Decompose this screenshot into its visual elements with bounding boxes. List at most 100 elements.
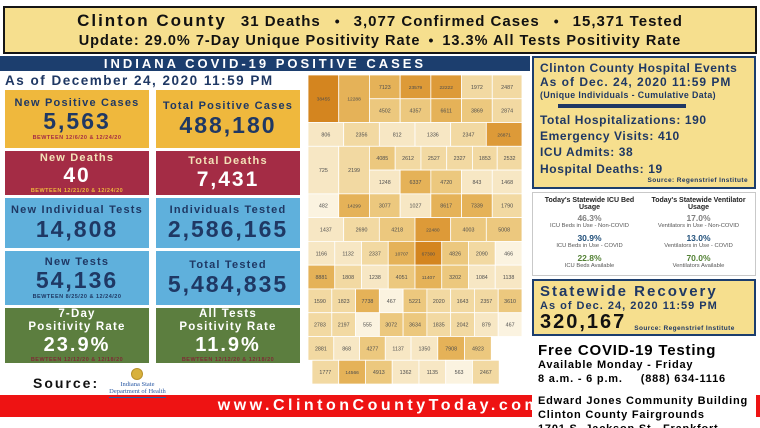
county-details-panel: Clinton County Hospital Events As of Dec…	[532, 56, 756, 428]
hospital-source: Source: Regenstrief Institute	[647, 176, 748, 184]
county-case-count: 2690	[356, 227, 368, 233]
isdh-logo-text: Indiana State Department of Health	[109, 381, 166, 398]
county-case-count: 4357	[410, 109, 422, 115]
recovery-title: Statewide Recovery	[540, 282, 718, 300]
testing-address-line: 1701 S. Jackson St., Frankfort	[538, 423, 750, 428]
county-case-count: 22222	[439, 85, 453, 91]
county-case-count: 2881	[315, 346, 327, 352]
county-case-count: 7908	[445, 346, 457, 352]
bullet-dot: •	[428, 32, 435, 48]
hospital-stat: ICU Admits: 38	[540, 145, 634, 160]
stat-card-new-deaths: New Deaths 40 BEWTEEN 12/21/20 & 12/24/2…	[5, 151, 149, 195]
county-cell	[307, 74, 340, 123]
vent-noncovid-pct: 17.0%	[686, 212, 711, 223]
county-case-count: 1437	[320, 227, 332, 233]
county-case-count: 6611	[440, 109, 451, 115]
banner-update-line: Update: 29.0% 7-Day Unique Positivity Ra…	[79, 32, 682, 49]
county-case-count: 1790	[501, 204, 513, 210]
county-case-count: 1468	[501, 180, 513, 186]
county-case-count: 1132	[342, 251, 353, 257]
divider	[558, 104, 686, 108]
county-case-count: 555	[363, 323, 372, 329]
stat-card-all-tests-positivity: All Tests Positivity Rate 11.9% BEWTEEN …	[156, 308, 300, 363]
testing-phone: (888) 634-1116	[640, 372, 726, 385]
hospital-subtitle: (Unique Individuals - Cumulative Data)	[540, 90, 717, 100]
banner-deaths: 31 Deaths	[240, 13, 321, 30]
county-case-count: 11407	[422, 275, 435, 281]
county-case-count: 1590	[314, 299, 326, 305]
county-case-count: 2487	[501, 85, 513, 91]
county-case-count: 2347	[463, 132, 475, 138]
county-case-count: 4085	[376, 156, 388, 162]
county-case-count: 67300	[422, 251, 436, 257]
county-case-count: 2327	[454, 156, 466, 162]
stat-card-new-individual-tests: New Individual Tests 14,808	[5, 198, 149, 248]
county-case-count: 4218	[391, 227, 403, 233]
county-case-count: 563	[455, 370, 464, 376]
recovery-source: Source: Regenstrief Institute	[634, 324, 735, 332]
county-case-count: 4003	[463, 227, 475, 233]
county-case-count: 2612	[402, 156, 414, 162]
vent-usage-title: Today's Statewide Ventilator Usage	[651, 196, 746, 211]
county-name: Clinton County	[77, 11, 227, 30]
county-case-count: 482	[319, 204, 328, 210]
county-case-count: 1138	[503, 275, 514, 281]
county-case-count: 467	[506, 323, 515, 329]
county-case-count: 879	[482, 323, 491, 329]
county-case-count: 2042	[457, 323, 469, 329]
icu-available-pct: 22.8%	[577, 252, 602, 263]
indiana-county-map: 38455 12288 7123 23579 22222 1972 2487 4502 4357…	[307, 74, 523, 385]
county-case-count: 812	[393, 132, 402, 138]
hospital-events-box: Clinton County Hospital Events As of Dec…	[532, 56, 756, 189]
county-cell	[338, 145, 370, 195]
isdh-logo: Indiana State Department of Health	[109, 368, 166, 398]
testing-hours: 8 a.m. - 6 p.m.	[538, 372, 623, 385]
banner-tested: 15,371 Tested	[572, 13, 683, 30]
vent-available-pct: 70.0%	[686, 252, 711, 263]
vent-covid-pct: 13.0%	[686, 232, 711, 243]
county-case-count: 8881	[315, 275, 327, 281]
banner-line1: Clinton County 31 Deaths • 3,077 Confirm…	[77, 11, 683, 31]
stat-card-7day-positivity: 7-Day Positivity Rate 23.9% BEWTEEN 12/1…	[5, 308, 149, 363]
website-link[interactable]: www.ClintonCountyToday.com	[217, 397, 543, 414]
county-case-count: 4913	[373, 370, 385, 376]
indiana-stats-section: INDIANA COVID-19 POSITIVE CASES As of De…	[0, 56, 530, 398]
icu-covid-pct: 30.9%	[577, 232, 602, 243]
county-case-count: 1135	[427, 370, 438, 376]
county-case-count: 1823	[338, 299, 350, 305]
county-case-count: 1362	[400, 370, 412, 376]
county-case-count: 2874	[501, 109, 513, 115]
stat-card-individuals-tested: Individuals Tested 2,586,165	[156, 198, 300, 248]
ventilator-usage-column: Today's Statewide Ventilator Usage 17.0%…	[644, 197, 753, 271]
testing-schedule: Available Monday - Friday	[538, 358, 694, 371]
county-case-count: 1835	[433, 323, 445, 329]
statewide-usage-box: Today's Statewide ICU Bed Usage 46.3% IC…	[532, 191, 756, 276]
county-case-count: 1166	[316, 251, 327, 257]
county-case-count: 38455	[317, 97, 331, 103]
isdh-seal-icon	[131, 368, 144, 380]
county-case-count: 4277	[366, 346, 378, 352]
county-case-count: 2337	[369, 251, 381, 257]
county-case-count: 2356	[356, 132, 368, 138]
county-case-count: 3077	[379, 204, 391, 210]
county-case-count: 2527	[428, 156, 440, 162]
county-case-count: 1248	[379, 180, 391, 186]
icu-usage-column: Today's Statewide ICU Bed Usage 46.3% IC…	[535, 197, 644, 271]
county-case-count: 2199	[348, 168, 360, 174]
county-case-count: 1777	[319, 370, 331, 376]
hospital-stat: Total Hospitalizations: 190	[540, 113, 707, 127]
county-case-count: 10707	[395, 251, 409, 257]
update-positivity-all: 13.3% All Tests Positivity Rate	[442, 33, 682, 49]
hospital-as-of: As of Dec. 24, 2020 11:59 PM	[540, 75, 732, 89]
county-case-count: 23579	[409, 85, 423, 91]
hospital-stat: Hospital Deaths: 19	[540, 161, 663, 176]
stat-card-total-deaths: Total Deaths 7,431	[156, 151, 300, 195]
county-case-count: 7738	[362, 299, 374, 305]
icu-noncovid-pct: 46.3%	[577, 212, 602, 223]
county-case-count: 26871	[497, 132, 511, 138]
county-case-count: 1137	[392, 346, 403, 352]
county-case-count: 12288	[347, 97, 361, 103]
hospital-title: Clinton County Hospital Events	[540, 61, 738, 75]
county-summary-banner: Clinton County 31 Deaths • 3,077 Confirm…	[3, 6, 757, 54]
county-case-count: 14566	[345, 370, 359, 376]
